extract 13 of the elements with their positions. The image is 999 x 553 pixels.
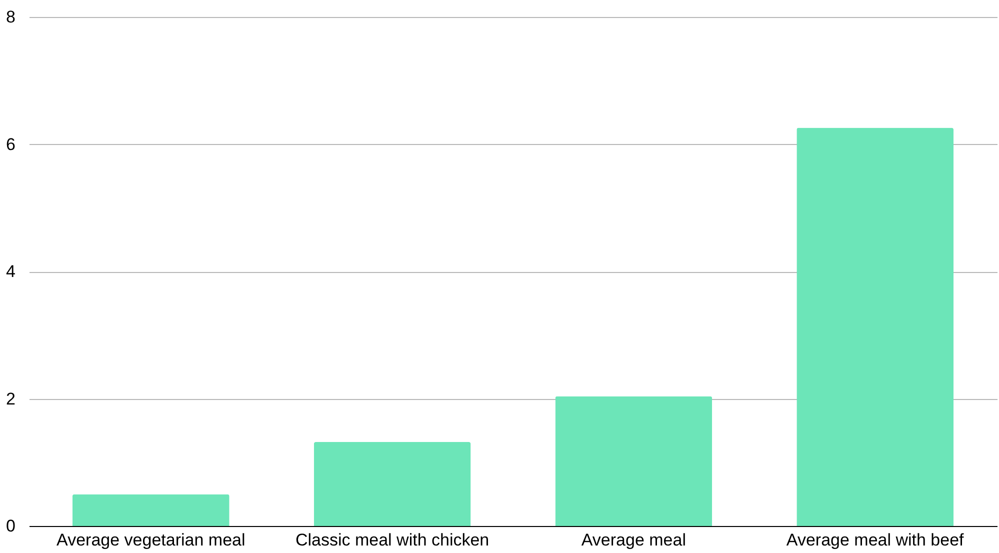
bar <box>72 494 230 526</box>
y-tick-label: 8 <box>6 8 16 26</box>
bar <box>314 442 471 526</box>
y-tick-label: 2 <box>6 389 16 408</box>
x-tick-label: Average meal with beef <box>786 530 964 550</box>
y-tick-label: 0 <box>6 516 16 536</box>
x-tick-label: Classic meal with chicken <box>295 530 490 550</box>
y-tick-label: 4 <box>6 262 16 281</box>
y-tick-label: 6 <box>6 134 16 154</box>
x-tick-label: Average meal <box>581 530 686 550</box>
x-tick-label: Average vegetarian meal <box>56 530 246 550</box>
bar <box>555 396 712 526</box>
bar <box>796 128 954 526</box>
